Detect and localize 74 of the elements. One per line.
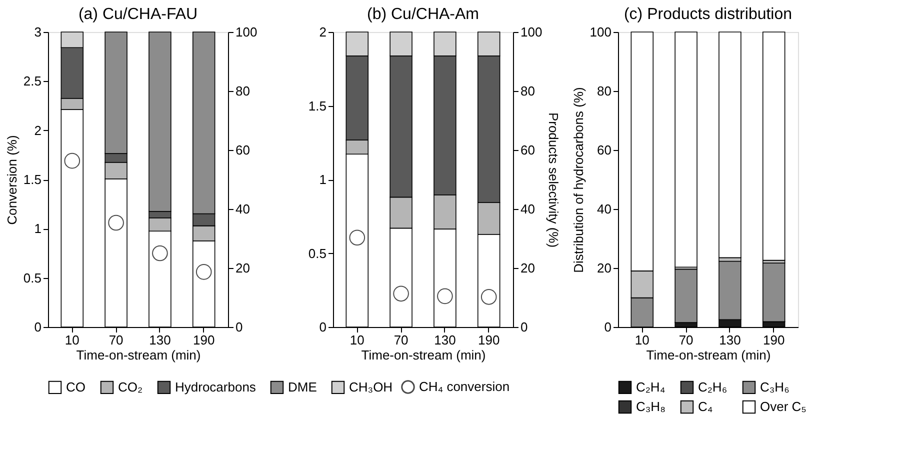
bar xyxy=(762,32,786,261)
y2-tick-label: 0 xyxy=(236,320,243,334)
y-tick-label: 2.5 xyxy=(23,74,42,89)
x-tick-label: 10 xyxy=(350,332,364,348)
y-tick-label: 40 xyxy=(597,202,612,216)
chart-title: (c) Products distribution xyxy=(624,6,792,23)
legend-label: CO₂ xyxy=(118,379,143,394)
point xyxy=(108,214,124,231)
point xyxy=(64,152,80,169)
y2-tick-label: 40 xyxy=(236,202,250,216)
y2-tick-label: 80 xyxy=(520,84,535,98)
y2-tick-label: 100 xyxy=(520,24,542,40)
x-tick-label: 10 xyxy=(64,332,80,348)
x-axis-title: Time-on-stream (min) xyxy=(76,348,201,362)
x-tick-label: 190 xyxy=(193,332,215,348)
y-tick-label: 0 xyxy=(319,320,326,334)
y-tick-label: 20 xyxy=(597,260,612,276)
chart-title: (b) Cu/CHA-Am xyxy=(366,6,480,23)
x-tick-label: 130 xyxy=(434,332,456,348)
legend-label: C₄ xyxy=(698,399,713,414)
legend-label: Over C₅ xyxy=(760,399,806,414)
y2-tick-label: 20 xyxy=(520,260,535,276)
y2-tick-label: 80 xyxy=(236,84,250,98)
legend-label: C₂H₆ xyxy=(698,379,728,394)
legend-label: C₃H₈ xyxy=(636,399,666,414)
x-axis-title: Time-on-stream (min) xyxy=(646,348,771,362)
y-tick-label: 0.5 xyxy=(308,246,326,261)
x-tick-label: 70 xyxy=(678,332,694,348)
bar xyxy=(718,32,742,258)
point xyxy=(480,289,497,305)
point xyxy=(196,264,212,280)
legend-label: Hydrocarbons xyxy=(175,379,256,394)
x-tick-label: 70 xyxy=(394,332,408,348)
x-tick-label: 70 xyxy=(108,332,124,348)
y-tick-label: 0 xyxy=(34,320,42,334)
point xyxy=(393,286,409,302)
x-tick-label: 190 xyxy=(478,332,500,348)
legend-label: CO xyxy=(66,379,86,394)
y2-tick-label: 20 xyxy=(236,260,250,276)
y-tick-label: 2 xyxy=(319,24,326,40)
y-tick-label: 0 xyxy=(604,320,612,334)
y-axis-title: Distribution of hydrocarbons (%) xyxy=(570,87,586,273)
y-tick-label: 1.5 xyxy=(23,172,42,187)
x-axis-title: Time-on-stream (min) xyxy=(361,348,486,362)
y-tick-label: 1 xyxy=(34,221,42,236)
y2-tick-label: 0 xyxy=(520,320,528,334)
y-tick-label: 1.5 xyxy=(308,98,326,114)
legend-label: CH₄ conversion xyxy=(419,379,510,394)
y-tick-label: 2 xyxy=(34,122,42,138)
y-tick-label: 0.5 xyxy=(23,270,42,286)
chart-title: (a) Cu/CHA-FAU xyxy=(78,6,198,23)
x-tick-label: 190 xyxy=(763,332,785,348)
y2-axis-title: Products selectivity (%) xyxy=(546,112,562,248)
y2-tick-label: 40 xyxy=(520,202,535,216)
point xyxy=(152,245,168,262)
y-axis-title: Conversion (%) xyxy=(4,135,20,225)
legend-label: DME xyxy=(288,379,318,394)
y-tick-label: 100 xyxy=(590,24,612,40)
point xyxy=(437,288,453,304)
point xyxy=(349,230,366,246)
y-tick-label: 80 xyxy=(597,84,612,98)
legend-label: C₂H₄ xyxy=(636,379,666,394)
y2-tick-label: 60 xyxy=(236,142,250,158)
y-tick-label: 1 xyxy=(319,172,326,187)
x-tick-label: 10 xyxy=(634,332,650,348)
y-tick-label: 60 xyxy=(597,142,612,158)
x-tick-label: 130 xyxy=(719,332,741,348)
y2-tick-label: 100 xyxy=(236,24,258,40)
legend-label: CH₃OH xyxy=(349,379,393,394)
legend-label: C₃H₆ xyxy=(760,379,790,394)
bar xyxy=(674,32,698,268)
y-tick-label: 3 xyxy=(34,24,42,40)
y2-tick-label: 60 xyxy=(520,142,535,158)
x-tick-label: 130 xyxy=(149,332,171,348)
